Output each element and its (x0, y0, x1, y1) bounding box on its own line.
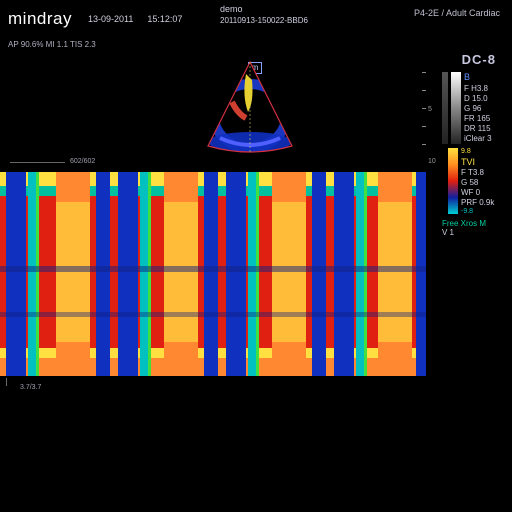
param-g: G 96 (464, 104, 492, 114)
ruler-bottom: 3.7/3.7 (20, 384, 41, 391)
session-id: 20110913-150022-BBD6 (220, 16, 308, 25)
param-ft: F T3.8 (461, 168, 494, 178)
param-dr: DR 115 (464, 124, 492, 134)
time-label: 15:12:07 (147, 14, 182, 24)
mmode-strip[interactable] (0, 172, 426, 376)
tvi-label: TVI (461, 157, 494, 168)
param-prf: PRF 0.9k (461, 198, 494, 208)
probe-preset: P4-2E / Adult Cardiac (414, 8, 500, 18)
parameter-panel: B F H3.8 D 15.0 G 96 FR 165 DR 115 iClea… (442, 72, 502, 237)
depth-scale: 5 10 (422, 72, 430, 166)
tvi-top: 9.8 (461, 148, 494, 157)
param-fr: FR 165 (464, 114, 492, 124)
param-wf: WF 0 (461, 188, 494, 198)
demo-label: demo (220, 4, 243, 14)
ruler-top: 602/602 (70, 158, 95, 165)
tvi-bot: -9.8 (461, 208, 494, 217)
param-iclear: iClear 3 (464, 134, 492, 144)
bmode-label: B (464, 72, 492, 83)
param-d: D 15.0 (464, 94, 492, 104)
param-fh: F H3.8 (464, 84, 492, 94)
date-label: 13-09-2011 (88, 14, 133, 24)
brand-logo: mindray (8, 9, 72, 29)
acoustic-status: AP 90.6% MI 1.1 TIS 2.3 (8, 40, 96, 49)
tvi-colorbar (448, 148, 458, 214)
sector-image[interactable] (190, 56, 310, 156)
param-tg: G 58 (461, 178, 494, 188)
free-xros-label: Free Xros M (442, 219, 502, 228)
model-label: DC-8 (462, 52, 496, 67)
grayscale-bar (451, 72, 461, 144)
param-v: V 1 (442, 228, 502, 237)
